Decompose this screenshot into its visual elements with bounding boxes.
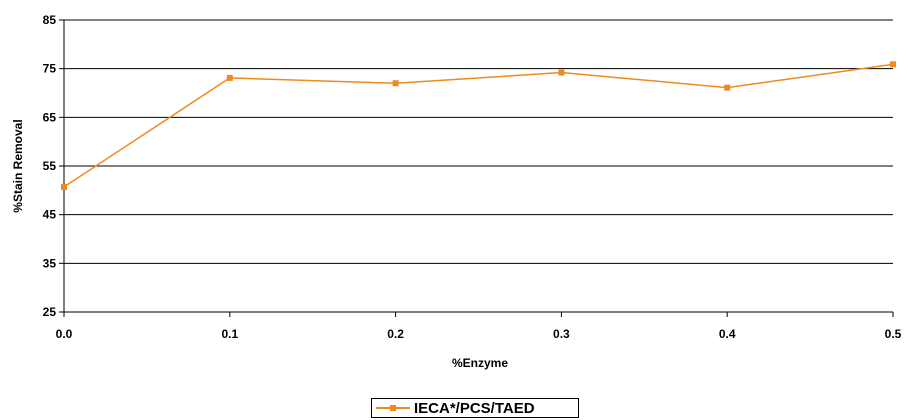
- x-tick-labels: 0.0 0.1 0.2 0.3 0.4 0.5: [56, 327, 902, 341]
- x-tick-label-5: 0.5: [885, 327, 902, 341]
- y-tick-labels: 25 35 45 55 65 75 85: [43, 13, 57, 319]
- x-tick-label-0: 0.0: [56, 327, 73, 341]
- series-line-0: [63, 63, 894, 188]
- y-tick-label-2: 45: [43, 208, 57, 222]
- series-group: [61, 61, 896, 190]
- data-point-0-1: [226, 74, 233, 81]
- x-tick-label-4: 0.4: [719, 327, 736, 341]
- y-tick-label-0: 25: [43, 305, 57, 319]
- x-tick-label-2: 0.2: [387, 327, 404, 341]
- y-axis-label: %Stain Removal: [11, 119, 25, 212]
- data-point-0-0: [61, 183, 67, 190]
- data-point-0-5: [890, 61, 896, 68]
- x-axis-label: %Enzyme: [452, 356, 508, 370]
- x-tick-label-1: 0.1: [221, 327, 238, 341]
- y-tick-label-4: 65: [43, 110, 57, 124]
- data-point-0-2: [392, 80, 399, 87]
- legend-swatch: [376, 402, 410, 414]
- data-point-0-3: [558, 69, 565, 76]
- y-tick-label-1: 35: [43, 256, 57, 270]
- y-tick-label-3: 55: [43, 159, 57, 173]
- grid-lines: [59, 19, 893, 313]
- data-point-0-4: [724, 84, 731, 91]
- x-tick-label-3: 0.3: [553, 327, 570, 341]
- legend: IECA*/PCS/TAED: [371, 398, 579, 418]
- y-tick-label-6: 85: [43, 13, 57, 27]
- axes: [63, 20, 894, 317]
- y-tick-label-5: 75: [43, 62, 57, 76]
- legend-label: IECA*/PCS/TAED: [414, 399, 535, 417]
